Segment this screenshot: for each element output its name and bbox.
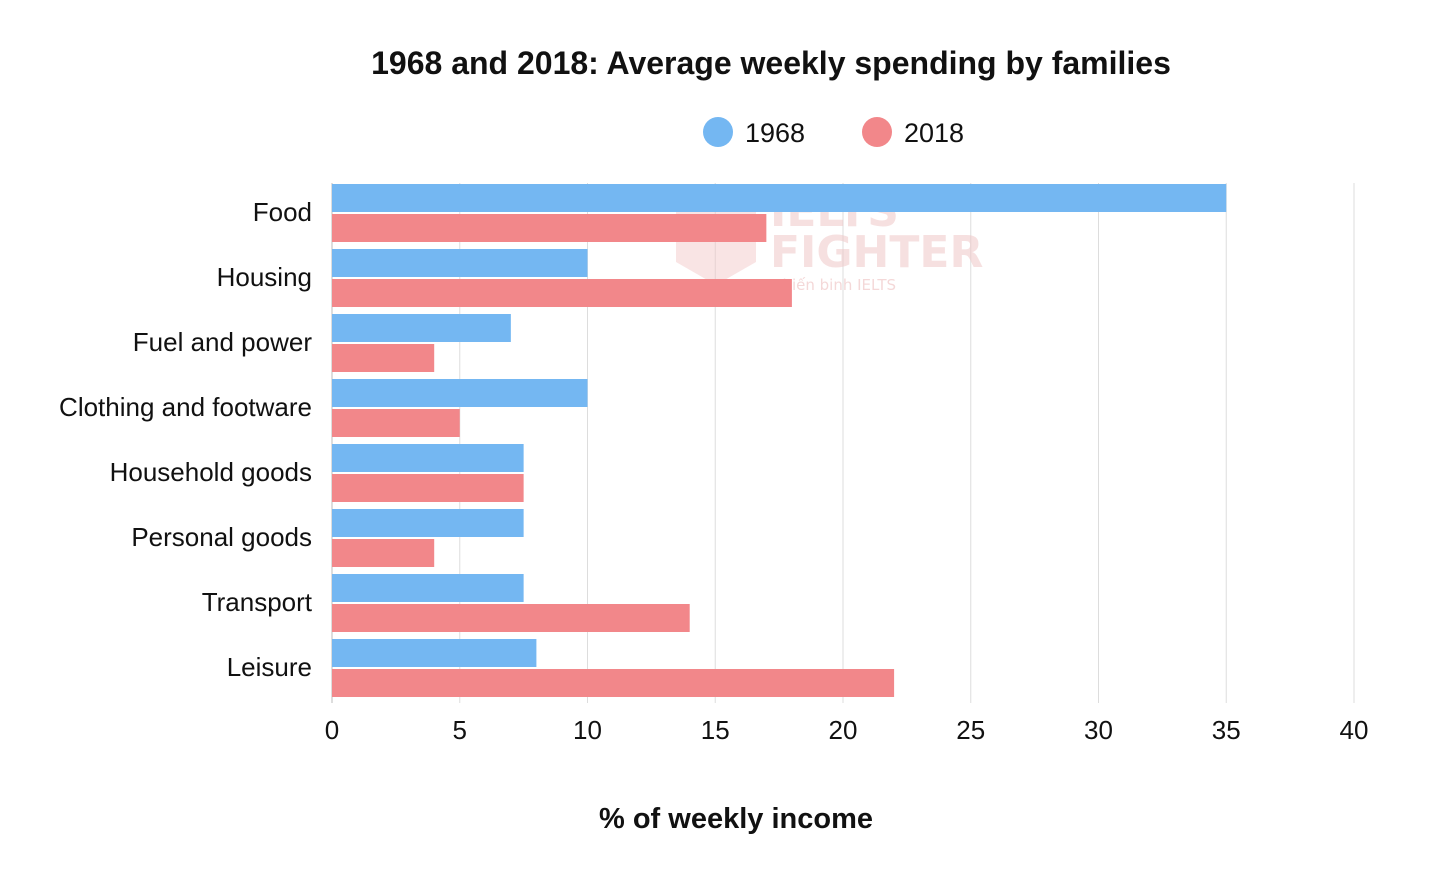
bar-household-goods-1968	[332, 444, 524, 472]
bar-clothing-and-footware-1968	[332, 379, 588, 407]
watermark-line3: Chiến binh IELTS	[772, 276, 896, 294]
legend-label-2018: 2018	[904, 118, 964, 148]
bar-fuel-and-power-1968	[332, 314, 511, 342]
x-tick-label-40: 40	[1340, 715, 1369, 745]
category-label-household-goods: Household goods	[110, 457, 312, 487]
bar-household-goods-2018	[332, 474, 524, 502]
bar-fuel-and-power-2018	[332, 344, 435, 372]
category-label-leisure: Leisure	[227, 652, 312, 682]
category-label-transport: Transport	[202, 587, 313, 617]
bar-clothing-and-footware-2018	[332, 409, 460, 437]
category-label-personal-goods: Personal goods	[131, 522, 312, 552]
x-axis-title: % of weekly income	[599, 803, 873, 835]
category-label-fuel-and-power: Fuel and power	[133, 327, 313, 357]
category-label-housing: Housing	[217, 262, 312, 292]
x-tick-label-5: 5	[453, 715, 467, 745]
legend-marker-2018	[862, 117, 892, 147]
chart-title: 1968 and 2018: Average weekly spending b…	[371, 45, 1171, 81]
bar-personal-goods-2018	[332, 539, 435, 567]
x-tick-label-20: 20	[829, 715, 858, 745]
x-tick-label-30: 30	[1084, 715, 1113, 745]
bar-food-2018	[332, 214, 767, 242]
category-labels: Food Housing Fuel and power Clothing and fo…	[59, 197, 313, 682]
category-label-clothing-and-footware: Clothing and footware	[59, 392, 312, 422]
x-tick-label-0: 0	[325, 715, 339, 745]
bar-transport-1968	[332, 574, 524, 602]
x-tick-label-15: 15	[701, 715, 730, 745]
legend-marker-1968	[703, 117, 733, 147]
bar-housing-2018	[332, 279, 792, 307]
bar-leisure-2018	[332, 669, 895, 697]
bar-transport-2018	[332, 604, 690, 632]
bars	[332, 184, 1227, 697]
legend-label-1968: 1968	[745, 118, 805, 148]
bar-leisure-1968	[332, 639, 537, 667]
watermark-line2: FIGHTER	[770, 227, 983, 278]
x-tick-label-25: 25	[956, 715, 985, 745]
bar-food-1968	[332, 184, 1227, 212]
x-tick-labels: 0 5 10 15 20 25 30 35 40	[325, 715, 1369, 745]
x-tick-label-10: 10	[573, 715, 602, 745]
legend: 1968 2018	[703, 117, 964, 148]
x-tick-label-35: 35	[1212, 715, 1241, 745]
bar-housing-1968	[332, 249, 588, 277]
bar-personal-goods-1968	[332, 509, 524, 537]
category-label-food: Food	[253, 197, 312, 227]
